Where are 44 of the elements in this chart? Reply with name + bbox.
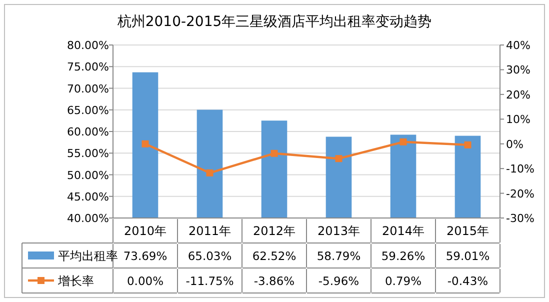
data-label: -11.75%: [186, 274, 234, 288]
y2-tick-label: -20%: [506, 187, 534, 200]
point: [335, 155, 342, 162]
x-tick-label: 2012年: [252, 224, 296, 238]
x-tick-label: 2010年: [124, 224, 167, 238]
chart-title: 杭州2010-2015年三星级酒店平均出租率变动趋势: [116, 14, 432, 30]
y-tick-label: 65.00%: [67, 104, 109, 117]
y-tick-label: 40.00%: [67, 212, 109, 225]
y2-tick-label: 30%: [506, 64, 530, 77]
legend-label: 增长率: [57, 274, 94, 288]
point: [464, 141, 472, 148]
data-label: 73.69%: [123, 249, 168, 263]
y2-tick-label: -30%: [506, 212, 534, 225]
x-tick-label: 2014年: [382, 224, 425, 238]
point: [400, 138, 407, 146]
legend-label: 平均出租率: [58, 249, 118, 263]
y2-tick-label: 20%: [506, 88, 530, 102]
data-label: -5.96%: [318, 274, 360, 288]
y2-tick-label: 10%: [506, 113, 530, 126]
y-tick-label: 50.00%: [67, 168, 109, 182]
data-label: 62.52%: [252, 249, 296, 263]
data-label: 59.01%: [446, 249, 490, 263]
data-label: 65.03%: [188, 249, 232, 263]
y2-tick-label: -10%: [506, 162, 534, 176]
y2-tick-label: 40%: [506, 39, 530, 52]
point: [206, 169, 214, 176]
data-label: 0.79%: [384, 274, 422, 288]
data-label: 59.26%: [381, 249, 426, 263]
data-label: 58.79%: [316, 249, 361, 263]
y-tick-label: 80.00%: [67, 39, 109, 52]
y-tick-label: 60.00%: [67, 126, 109, 138]
x-tick-label: 2011年: [188, 224, 232, 238]
y-tick-label: 70.00%: [67, 82, 109, 96]
x-tick-label: 2015年: [446, 224, 490, 238]
point: [142, 140, 149, 148]
data-label: -3.86%: [254, 274, 295, 288]
y-tick-label: 45.00%: [67, 190, 109, 204]
y2-tick-label: 0%: [506, 138, 524, 151]
data-label: 0.00%: [126, 274, 164, 288]
y-tick-label: 55.00%: [67, 147, 109, 160]
data-label: -0.43%: [447, 274, 488, 288]
point: [270, 150, 278, 157]
x-tick-label: 2013年: [317, 224, 360, 238]
y-tick-label: 75.00%: [67, 60, 109, 74]
